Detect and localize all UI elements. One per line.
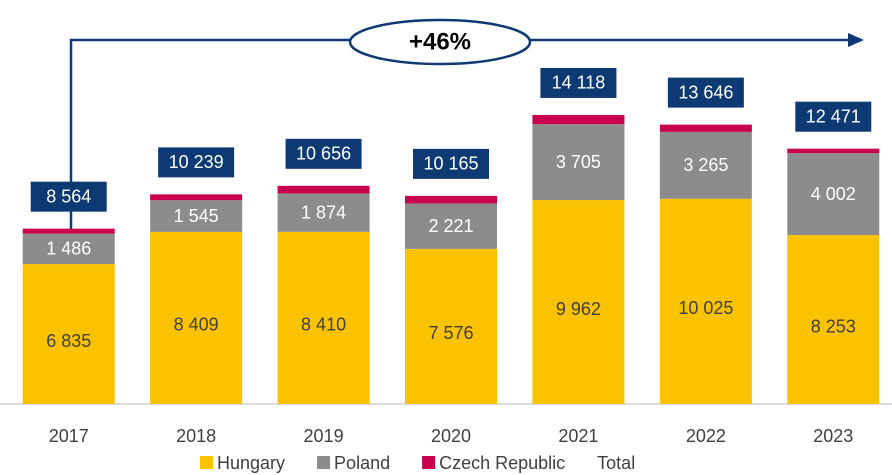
segment-label: 1 545	[174, 206, 219, 226]
total-label: 12 471	[806, 106, 861, 126]
bar-segment	[150, 200, 243, 232]
arrow-head	[848, 33, 864, 47]
segment-label: 3 265	[683, 155, 728, 175]
total-box	[285, 138, 362, 169]
bar-segment	[659, 198, 752, 404]
bar-segment	[532, 114, 625, 125]
bar-segment	[277, 231, 370, 404]
total-box	[667, 77, 744, 108]
bar-segment	[150, 194, 243, 201]
segment-label: 10 025	[678, 298, 733, 318]
legend-label: Total	[597, 453, 635, 473]
total-label: 10 165	[423, 154, 478, 174]
total-label: 8 564	[46, 186, 91, 206]
total-box	[413, 148, 489, 179]
bar-segment	[405, 195, 497, 204]
x-tick-label: 2021	[558, 426, 598, 446]
segment-label: 4 002	[811, 184, 856, 204]
bar-segment	[405, 248, 497, 404]
legend-label: Hungary	[217, 453, 285, 473]
x-tick-label: 2023	[813, 426, 853, 446]
total-label: 10 239	[169, 152, 224, 172]
total-label: 10 656	[296, 144, 351, 164]
total-box	[158, 147, 235, 178]
bar-segment	[22, 264, 115, 404]
bar-segment	[22, 233, 115, 265]
total-box	[30, 181, 107, 212]
segment-label: 8 409	[174, 315, 219, 335]
segment-label: 7 576	[428, 323, 473, 343]
segment-label: 8 253	[811, 316, 856, 336]
total-box	[540, 67, 617, 98]
bar-segment	[22, 228, 115, 234]
legend-swatch	[317, 456, 331, 469]
bar-segment	[787, 153, 880, 236]
bar-segment	[150, 231, 243, 404]
segment-label: 9 962	[556, 299, 601, 319]
growth-bubble	[348, 18, 532, 66]
bar-segment	[277, 185, 370, 194]
growth-arrow	[69, 38, 848, 230]
legend-swatch	[200, 456, 213, 469]
segment-label: 3 705	[556, 152, 601, 172]
x-tick-label: 2018	[176, 426, 216, 446]
segment-label: 1 486	[46, 239, 91, 259]
bar-segment	[787, 235, 880, 404]
total-label: 13 646	[678, 82, 733, 102]
legend-label: Poland	[334, 453, 390, 473]
bar-segment	[659, 131, 752, 199]
segment-label: 2 221	[428, 216, 473, 236]
x-tick-label: 2017	[49, 426, 89, 446]
x-tick-label: 2020	[431, 426, 471, 446]
bar-segment	[532, 200, 625, 404]
legend-label: Czech Republic	[439, 453, 565, 473]
segment-label: 6 835	[46, 331, 91, 351]
segment-label: 1 874	[301, 202, 346, 222]
growth-label: +46%	[409, 28, 471, 55]
bar-segment	[405, 203, 497, 249]
bar-segment	[277, 193, 370, 232]
bar-segment	[659, 124, 752, 132]
bar-segment	[532, 124, 625, 201]
segment-label: 8 410	[301, 315, 346, 335]
x-tick-label: 2022	[686, 426, 726, 446]
total-box	[795, 101, 872, 132]
bar-segment	[787, 148, 880, 154]
legend-swatch	[422, 456, 436, 469]
x-tick-label: 2019	[304, 426, 344, 446]
total-label: 14 118	[552, 73, 606, 93]
